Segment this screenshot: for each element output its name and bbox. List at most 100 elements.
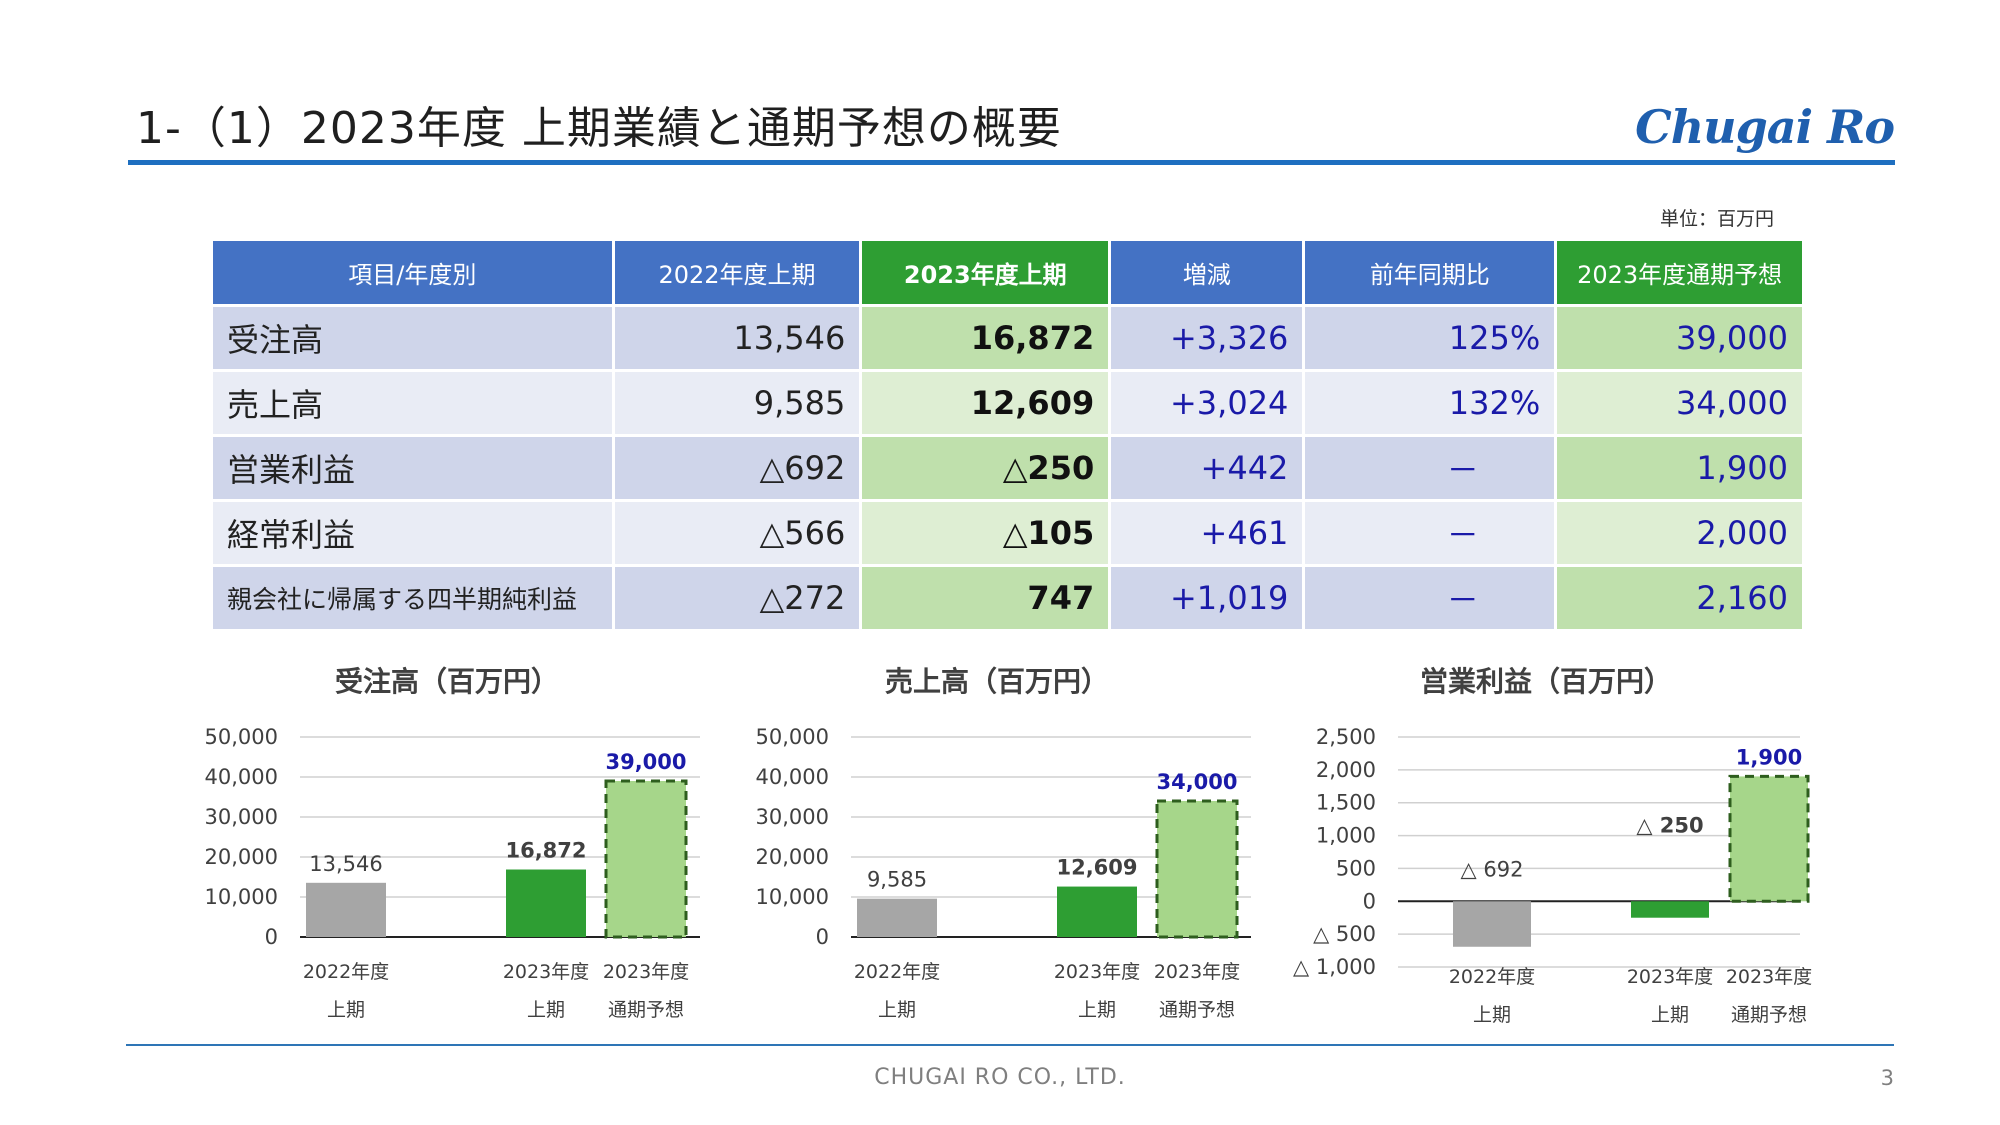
table-row: 経常利益 △566 △105 +461 － 2,000 — [213, 502, 1802, 564]
x-category-label: 2022年度 — [854, 961, 940, 983]
page-title: 1-（1）2023年度 上期業績と通期予想の概要 — [136, 103, 1062, 154]
x-category-label: 通期予想 — [1731, 1004, 1807, 1026]
data-label: 34,000 — [1156, 770, 1237, 794]
header-forecast: 2023年度通期予想 — [1557, 241, 1802, 304]
table-row: 受注高 13,546 16,872 +3,326 125% 39,000 — [213, 307, 1802, 369]
x-category-label: 2023年度 — [1627, 966, 1713, 988]
bar — [1155, 799, 1239, 939]
data-label: △ 692 — [1461, 857, 1524, 881]
x-category-label: 通期予想 — [1159, 999, 1235, 1021]
header-item: 項目/年度別 — [213, 241, 612, 304]
table-row: 売上高 9,585 12,609 +3,024 132% 34,000 — [213, 372, 1802, 434]
cell-forecast: 34,000 — [1557, 372, 1802, 434]
cell-prev: △566 — [614, 502, 860, 564]
x-category-label: 上期 — [527, 999, 565, 1021]
cell-ratio: － — [1305, 502, 1555, 564]
y-tick-label: 30,000 — [205, 805, 278, 829]
cell-forecast: 39,000 — [1557, 307, 1802, 369]
x-category-label: 上期 — [327, 999, 365, 1021]
header-ratio: 前年同期比 — [1305, 241, 1555, 304]
data-label: 12,609 — [1056, 856, 1137, 880]
y-tick-label: 2,000 — [1316, 758, 1376, 782]
y-tick-label: 2,500 — [1316, 725, 1376, 749]
bar — [857, 898, 937, 937]
cell-ratio: － — [1305, 567, 1555, 629]
summary-table: 項目/年度別 2022年度上期 2023年度上期 増減 前年同期比 2023年度… — [210, 238, 1805, 632]
company-logo: Chugai Ro — [1635, 100, 1895, 154]
x-category-label: 上期 — [1078, 999, 1116, 1021]
y-tick-label: 500 — [1336, 856, 1376, 880]
sales-chart-title: 売上高（百万円） — [885, 665, 1110, 698]
cell-current: △105 — [862, 502, 1109, 564]
cell-prev: 9,585 — [614, 372, 860, 434]
cell-current: △250 — [862, 437, 1109, 499]
row-label: 営業利益 — [213, 437, 612, 499]
x-category-label: 上期 — [1473, 1004, 1511, 1026]
cell-current: 16,872 — [862, 307, 1109, 369]
x-category-label: 上期 — [1651, 1004, 1689, 1026]
cell-current: 747 — [862, 567, 1109, 629]
data-label: 16,872 — [505, 839, 586, 863]
data-label: 1,900 — [1736, 745, 1802, 769]
y-tick-label: 50,000 — [205, 725, 278, 749]
x-category-label: 2023年度 — [503, 961, 589, 983]
cell-prev: 13,546 — [614, 307, 860, 369]
x-category-label: 通期予想 — [608, 999, 684, 1021]
footer-rule — [126, 1044, 1894, 1046]
x-category-label: 2023年度 — [603, 961, 689, 983]
y-tick-label: △ 500 — [1313, 922, 1376, 946]
y-tick-label: 0 — [265, 925, 278, 949]
x-category-label: 2022年度 — [1449, 966, 1535, 988]
y-tick-label: 40,000 — [205, 765, 278, 789]
bar — [1057, 886, 1137, 937]
y-tick-label: 1,500 — [1316, 791, 1376, 815]
row-label: 親会社に帰属する四半期純利益 — [213, 567, 612, 629]
row-label: 受注高 — [213, 307, 612, 369]
bar — [1728, 774, 1810, 903]
data-label: 39,000 — [605, 750, 686, 774]
bar — [306, 882, 386, 937]
unit-label: 単位：百万円 — [1660, 208, 1775, 230]
bar — [604, 779, 688, 939]
y-tick-label: 20,000 — [756, 845, 829, 869]
y-tick-label: △ 1,000 — [1293, 955, 1376, 979]
cell-prev: △692 — [614, 437, 860, 499]
table-row: 親会社に帰属する四半期純利益 △272 747 +1,019 － 2,160 — [213, 567, 1802, 629]
footer-company: CHUGAI RO CO., LTD. — [874, 1065, 1126, 1090]
bar — [1631, 901, 1709, 918]
cell-ratio: 125% — [1305, 307, 1555, 369]
data-label: △ 250 — [1636, 813, 1703, 837]
x-category-label: 上期 — [878, 999, 916, 1021]
data-label: 9,585 — [867, 868, 927, 892]
data-label: 13,546 — [309, 852, 382, 876]
cell-forecast: 1,900 — [1557, 437, 1802, 499]
header-current: 2023年度上期 — [862, 241, 1109, 304]
y-tick-label: 10,000 — [205, 885, 278, 909]
cell-ratio: 132% — [1305, 372, 1555, 434]
y-tick-label: 20,000 — [205, 845, 278, 869]
header-diff: 増減 — [1111, 241, 1303, 304]
y-tick-label: 10,000 — [756, 885, 829, 909]
sales-chart: 0 10,000 20,000 30,000 40,000 50,000 9,585 2022… — [756, 725, 1251, 1021]
y-tick-label: 0 — [1363, 889, 1376, 913]
table-row: 営業利益 △692 △250 +442 － 1,900 — [213, 437, 1802, 499]
operating-profit-chart-title: 営業利益（百万円） — [1420, 665, 1673, 698]
cell-diff: +3,326 — [1111, 307, 1303, 369]
y-tick-label: 50,000 — [756, 725, 829, 749]
x-category-label: 2022年度 — [303, 961, 389, 983]
cell-forecast: 2,000 — [1557, 502, 1802, 564]
y-tick-label: 0 — [816, 925, 829, 949]
cell-ratio: － — [1305, 437, 1555, 499]
x-category-label: 2023年度 — [1726, 966, 1812, 988]
bar — [1453, 901, 1531, 947]
y-tick-label: 1,000 — [1316, 824, 1376, 848]
page-number: 3 — [1880, 1066, 1894, 1090]
operating-profit-chart: △ 1,000 △ 500 0 500 1,000 1,500 2,000 2,500 △ 69… — [1293, 725, 1812, 1026]
cell-prev: △272 — [614, 567, 860, 629]
row-label: 売上高 — [213, 372, 612, 434]
orders-chart-title: 受注高（百万円） — [335, 665, 560, 698]
cell-forecast: 2,160 — [1557, 567, 1802, 629]
cell-diff: +461 — [1111, 502, 1303, 564]
header-prev: 2022年度上期 — [614, 241, 860, 304]
orders-chart: 0 10,000 20,000 30,000 40,000 50,000 13,546 202… — [205, 725, 700, 1021]
